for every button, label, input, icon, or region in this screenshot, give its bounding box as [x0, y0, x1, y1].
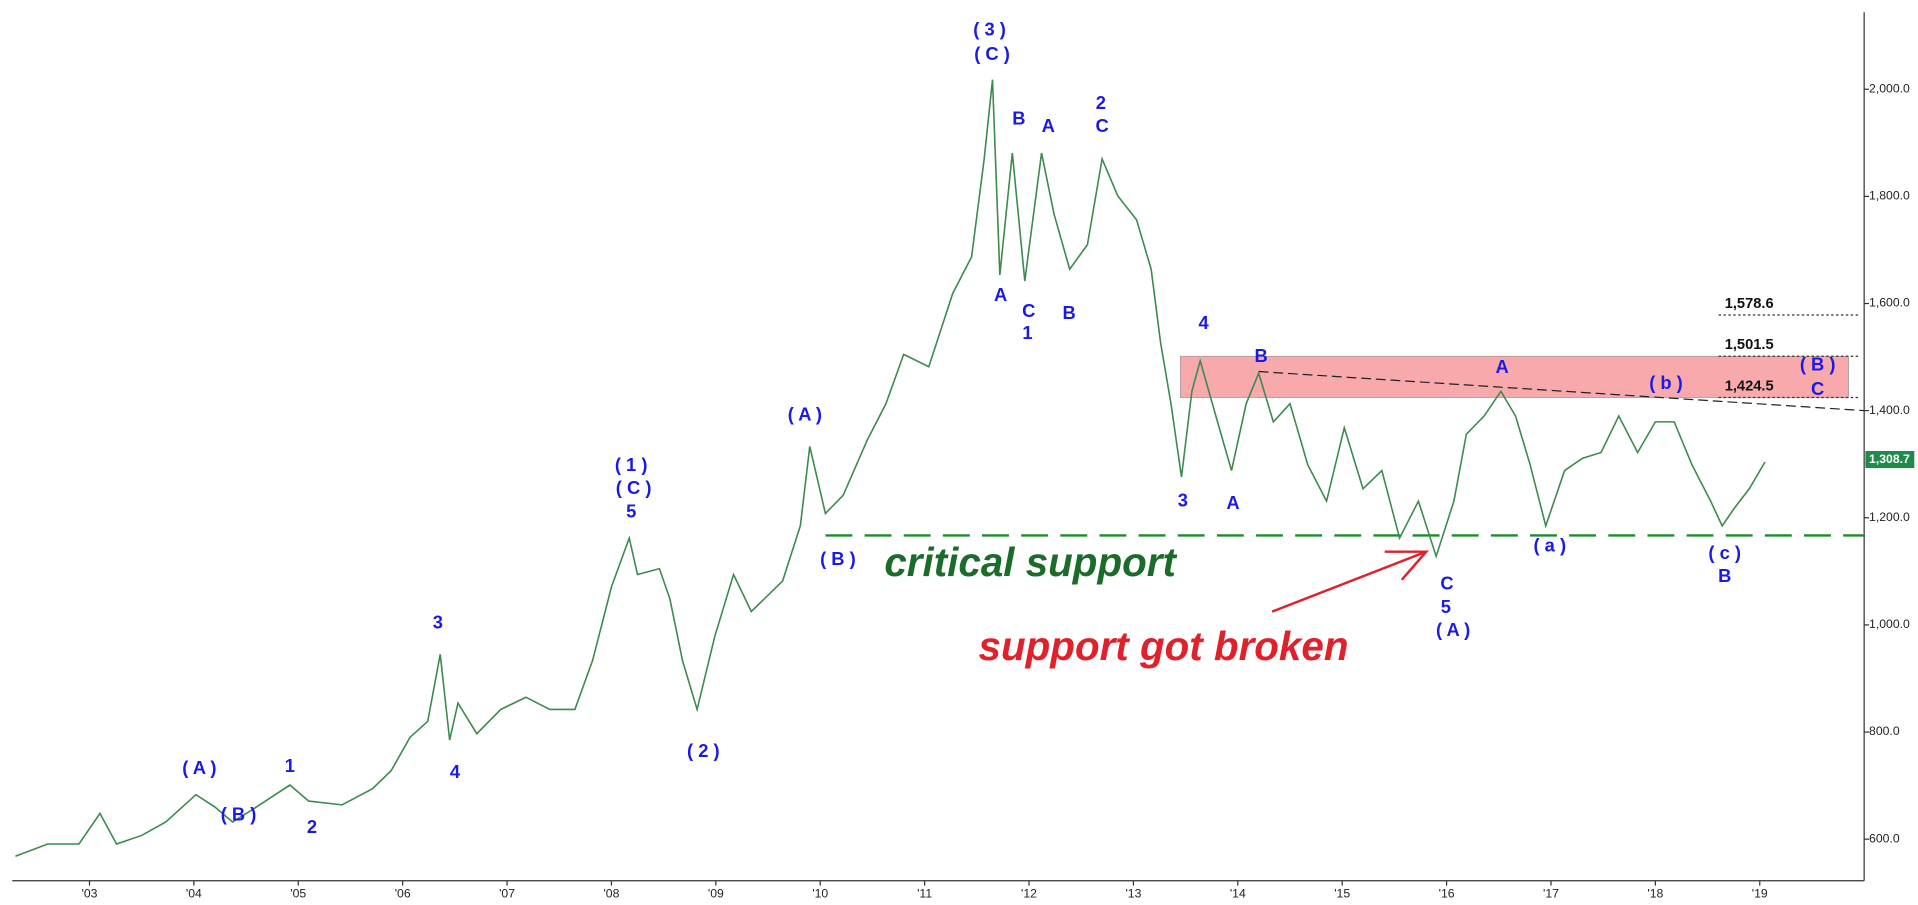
- wave-label: 2: [1096, 92, 1106, 113]
- plot: critical support support got broken 1,57…: [12, 12, 1915, 900]
- wave-label: ( c ): [1708, 542, 1741, 563]
- broken-text: support got broken: [979, 623, 1349, 669]
- level-label: 1,501.5: [1725, 337, 1774, 353]
- wave-label: 1: [1022, 322, 1032, 343]
- wave-label: C: [1022, 300, 1035, 321]
- last-price-label: 1,308.7: [1869, 452, 1910, 466]
- wave-label: A: [1226, 492, 1239, 513]
- wave-label: 3: [1178, 489, 1188, 510]
- wave-label: ( 3 ): [973, 18, 1006, 39]
- wave-label: 4: [450, 761, 461, 782]
- x-tick-label: '17: [1543, 886, 1559, 900]
- arrow-shaft: [1271, 550, 1427, 613]
- x-tick-label: '05: [290, 886, 306, 900]
- x-tick-label: '10: [812, 886, 828, 900]
- price-line: [15, 79, 1766, 857]
- wave-label: A: [994, 284, 1007, 305]
- x-tick-label: '09: [708, 886, 724, 900]
- trendline: [1258, 370, 1865, 412]
- wave-label: B: [1718, 565, 1731, 586]
- x-tick-label: '11: [917, 886, 932, 900]
- x-tick-label: '16: [1439, 886, 1455, 900]
- wave-label: ( 2 ): [687, 740, 720, 761]
- wave-label: B: [1254, 345, 1267, 366]
- wave-label: ( B ): [820, 548, 856, 569]
- x-tick-label: '07: [499, 886, 515, 900]
- wave-label: 3: [433, 612, 443, 633]
- resistance-zone: [1180, 355, 1849, 398]
- level-label: 1,424.5: [1725, 378, 1774, 394]
- level-label: 1,578.6: [1725, 296, 1774, 312]
- wave-label: C: [1095, 115, 1108, 136]
- y-tick-label: 1,200.0: [1869, 510, 1910, 524]
- support-text: critical support: [884, 539, 1177, 585]
- y-tick-label: 800.0: [1869, 724, 1900, 738]
- x-tick-label: '06: [395, 886, 411, 900]
- wave-label: C: [1811, 378, 1824, 399]
- wave-label: 2: [307, 816, 317, 837]
- x-tick-label: '03: [82, 886, 98, 900]
- x-tick-label: '08: [603, 886, 619, 900]
- wave-label: 5: [626, 500, 636, 521]
- y-tick-label: 1,800.0: [1869, 189, 1910, 203]
- wave-label: B: [1012, 108, 1025, 129]
- wave-label: A: [1495, 356, 1508, 377]
- wave-label: ( B ): [1800, 354, 1836, 375]
- x-tick-label: '12: [1021, 886, 1037, 900]
- y-tick-label: 1,400.0: [1869, 403, 1910, 417]
- wave-label: ( A ): [1436, 619, 1470, 640]
- y-tick-label: 2,000.0: [1869, 81, 1910, 95]
- x-tick-label: '19: [1752, 886, 1768, 900]
- last-price-tag: [1865, 450, 1915, 469]
- x-tick-label: '13: [1125, 886, 1141, 900]
- wave-label: ( A ): [788, 404, 822, 425]
- wave-label: ( C ): [974, 43, 1010, 64]
- wave-label: A: [1042, 115, 1055, 136]
- wave-label: ( A ): [182, 757, 216, 778]
- y-tick-label: 1,600.0: [1869, 296, 1910, 310]
- wave-label: 5: [1441, 596, 1451, 617]
- y-tick-label: 1,000.0: [1869, 617, 1910, 631]
- wave-label: ( 1 ): [615, 454, 648, 475]
- arrow-head: [1384, 550, 1429, 581]
- wave-label: ( b ): [1649, 372, 1683, 393]
- x-tick-label: '15: [1334, 886, 1350, 900]
- wave-label: 1: [285, 755, 295, 776]
- x-tick-label: '04: [186, 886, 202, 900]
- x-tick-label: '18: [1647, 886, 1663, 900]
- x-tick-label: '14: [1230, 886, 1246, 900]
- wave-label: ( C ): [616, 477, 652, 498]
- wave-label: B: [1062, 302, 1075, 323]
- wave-label: ( a ): [1533, 535, 1566, 556]
- arrow: [1271, 550, 1429, 613]
- wave-label: 4: [1199, 312, 1210, 333]
- y-tick-label: 600.0: [1869, 831, 1900, 845]
- wave-label: C: [1440, 573, 1453, 594]
- wave-label: ( B ): [221, 804, 257, 825]
